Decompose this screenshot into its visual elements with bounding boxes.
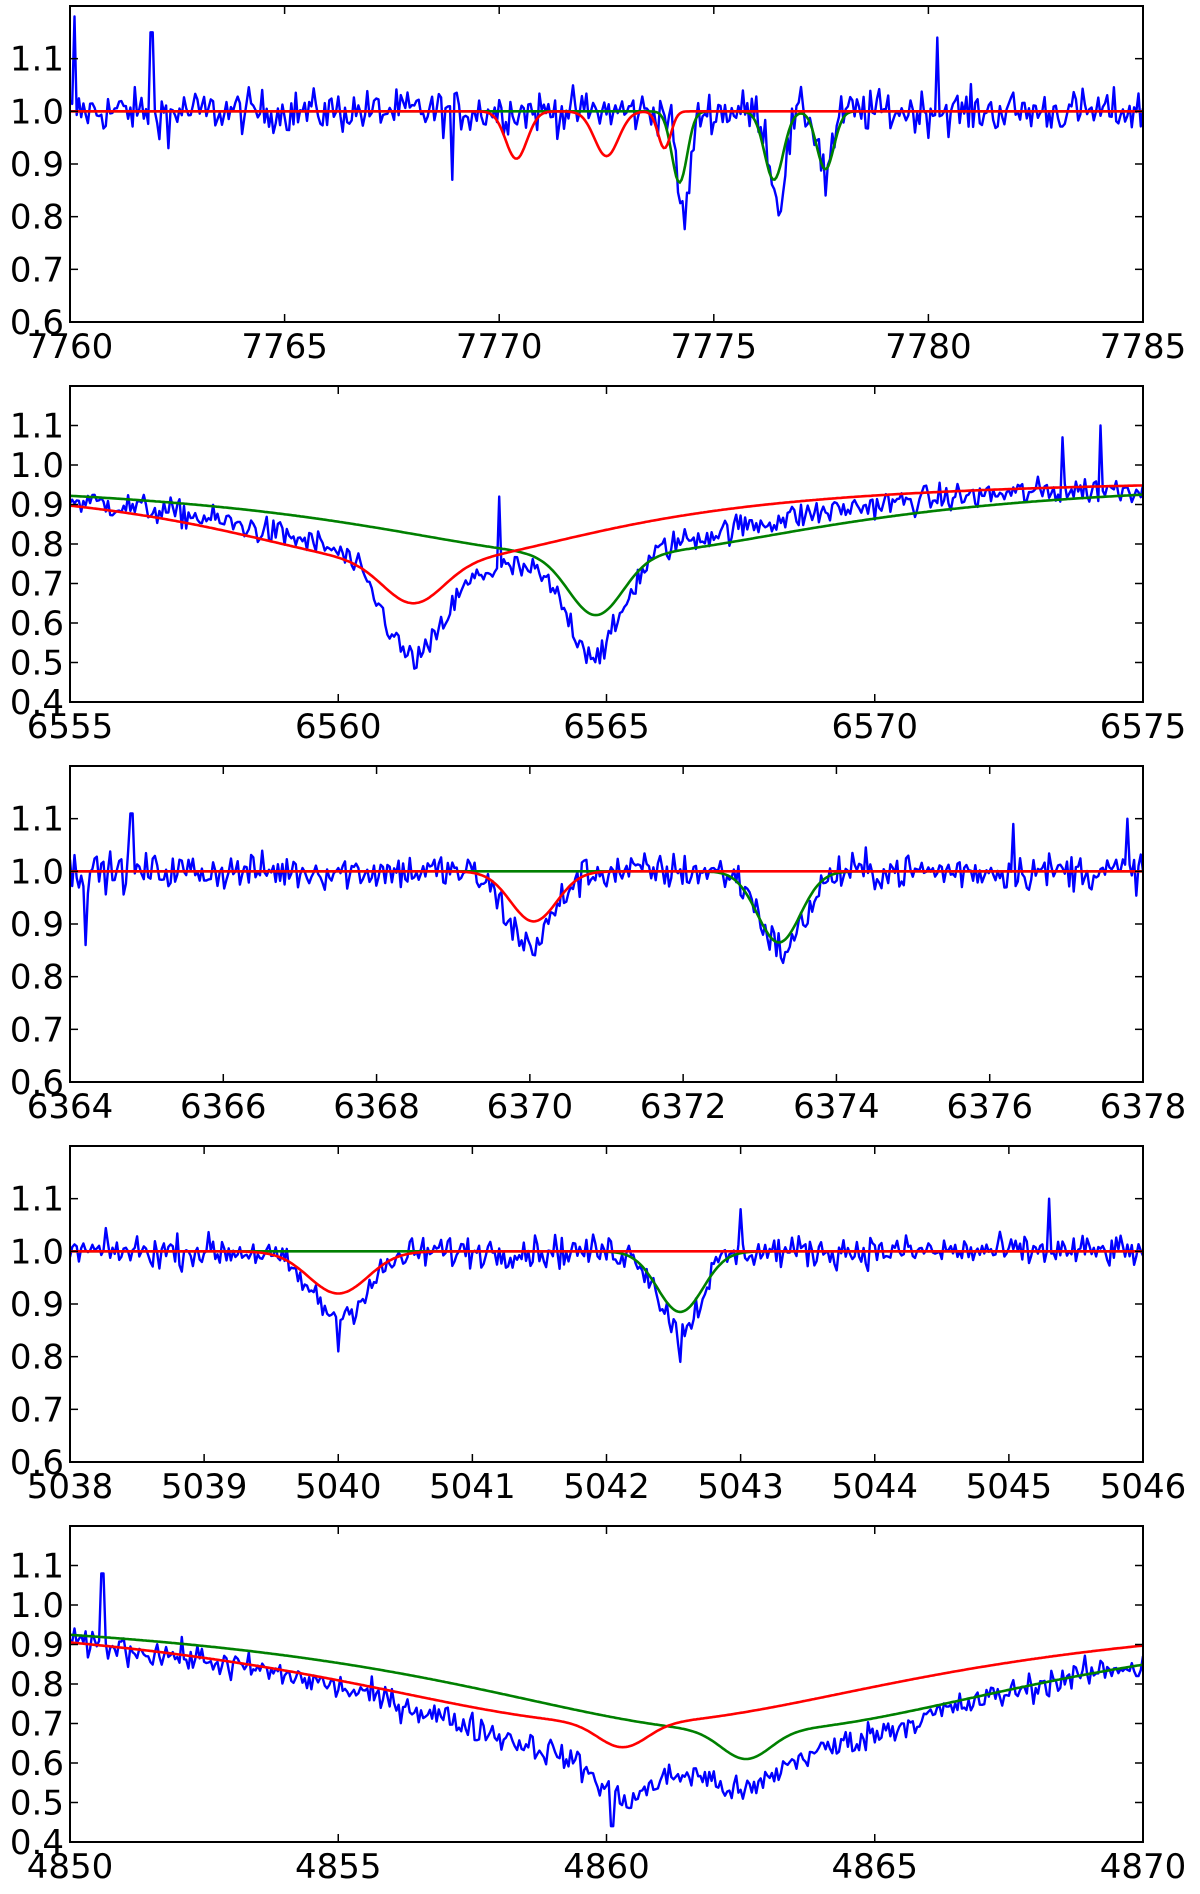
y-tick-label: 0.8	[10, 1665, 64, 1705]
y-tick-label: 1.1	[10, 407, 64, 447]
x-tick-label: 6364	[27, 1087, 114, 1127]
plot-area	[70, 812, 1143, 965]
y-tick-label: 0.8	[10, 198, 64, 238]
y-tick-label: 0.7	[10, 1705, 64, 1745]
model-green-line	[70, 493, 1143, 617]
x-tick-label: 5039	[161, 1467, 248, 1507]
y-tick-label: 0.9	[10, 145, 64, 185]
y-tick-label: 0.7	[10, 250, 64, 290]
x-tick-label: 4870	[1100, 1847, 1187, 1887]
axes-frame	[69, 765, 1144, 1083]
y-tick-label: 1.0	[10, 1232, 64, 1272]
x-tick-label: 6565	[563, 707, 650, 747]
y-tick-label: 0.9	[10, 486, 64, 526]
y-tick-label: 0.5	[10, 644, 64, 684]
x-tick-label: 7775	[671, 327, 758, 367]
y-tick-label: 1.0	[10, 92, 64, 132]
y-tick-label: 0.9	[10, 1626, 64, 1666]
y-tick-label: 1.1	[10, 1547, 64, 1587]
x-tick-label: 5044	[831, 1467, 918, 1507]
y-tick-label: 1.1	[10, 1180, 64, 1220]
x-tick-label: 4855	[295, 1847, 382, 1887]
axes-frame	[69, 1525, 1144, 1843]
y-tick-label: 0.6	[10, 303, 64, 343]
model-red-line	[70, 484, 1143, 605]
model-red-line	[70, 1641, 1143, 1749]
x-tick-label: 7760	[27, 327, 114, 367]
x-tick-label: 7770	[456, 327, 543, 367]
x-tick-label: 5046	[1100, 1467, 1187, 1507]
x-tick-label: 7765	[241, 327, 328, 367]
model-red-line	[70, 1250, 1143, 1295]
y-tick-label: 0.7	[10, 1390, 64, 1430]
x-tick-label: 5043	[697, 1467, 784, 1507]
y-tick-label: 1.1	[10, 40, 64, 80]
x-tick-label: 5041	[429, 1467, 516, 1507]
x-tick-label: 6374	[793, 1087, 880, 1127]
x-tick-label: 6570	[831, 707, 918, 747]
x-tick-label: 6376	[946, 1087, 1033, 1127]
y-tick-label: 1.0	[10, 852, 64, 892]
x-tick-label: 6560	[295, 707, 382, 747]
y-tick-label: 0.6	[10, 1744, 64, 1784]
model-green-line	[70, 1633, 1143, 1761]
x-tick-label: 6555	[27, 707, 114, 747]
y-tick-label: 0.4	[10, 1823, 64, 1863]
model-red-line	[70, 110, 1143, 160]
axes-frame	[69, 385, 1144, 703]
plot-area	[70, 424, 1143, 670]
y-tick-label: 1.0	[10, 446, 64, 486]
y-tick-label: 0.5	[10, 1784, 64, 1824]
spectrum-panel-5: 4850 4855 4860 4865 48700.40.50.60.70.80.91.…	[10, 1525, 1187, 1887]
y-tick-label: 1.0	[10, 1586, 64, 1626]
x-tick-label: 6575	[1100, 707, 1187, 747]
x-tick-label: 5045	[966, 1467, 1053, 1507]
y-tick-label: 0.8	[10, 525, 64, 565]
x-tick-label: 5038	[27, 1467, 114, 1507]
observed-spectrum-line	[70, 15, 1143, 231]
plot-area	[70, 1197, 1143, 1364]
x-tick-label: 7780	[885, 327, 972, 367]
axes-frame	[69, 5, 1144, 323]
observed-spectrum-line	[70, 812, 1143, 965]
spectrum-panel-4: 5038 5039 5040 5041 5042 5043 5044 5045 5046 0.6 0…	[10, 1145, 1187, 1507]
x-tick-label: 7785	[1100, 327, 1187, 367]
y-tick-label: 0.6	[10, 604, 64, 644]
x-tick-label: 5040	[295, 1467, 382, 1507]
plot-area	[70, 1572, 1143, 1828]
y-tick-label: 0.9	[10, 1285, 64, 1325]
observed-spectrum-line	[70, 1197, 1143, 1364]
observed-spectrum-line	[70, 1572, 1143, 1828]
x-tick-label: 4860	[563, 1847, 650, 1887]
axes-frame	[69, 1145, 1144, 1463]
y-tick-label: 0.6	[10, 1063, 64, 1103]
x-tick-label: 6368	[333, 1087, 420, 1127]
y-tick-label: 0.6	[10, 1443, 64, 1483]
x-tick-label: 4850	[27, 1847, 114, 1887]
spectrum-panel-1: 7760 7765 7770 7775 7780 7785 0.6 0.7 0.8 0.9 1.0 1…	[10, 5, 1187, 367]
spectrum-panel-2: 6555 6560 6565 6570 65750.40.50.60.70.80.91.…	[10, 385, 1187, 747]
x-tick-label: 5042	[563, 1467, 650, 1507]
model-red-line	[70, 869, 1143, 923]
x-tick-label: 6378	[1100, 1087, 1187, 1127]
x-tick-label: 6366	[180, 1087, 267, 1127]
observed-spectrum-line	[70, 424, 1143, 670]
spectrum-panel-3: 6364 6366 6368 6370 6372 6374 6376 6378 0.6 0.7 0.…	[10, 765, 1187, 1127]
plot-area	[70, 15, 1143, 231]
y-tick-label: 0.8	[10, 958, 64, 998]
x-tick-label: 4865	[831, 1847, 918, 1887]
y-tick-label: 0.9	[10, 905, 64, 945]
y-tick-label: 1.1	[10, 800, 64, 840]
y-tick-label: 0.4	[10, 683, 64, 723]
y-tick-label: 0.7	[10, 565, 64, 605]
x-tick-label: 6370	[487, 1087, 574, 1127]
y-tick-label: 0.8	[10, 1338, 64, 1378]
x-tick-label: 6372	[640, 1087, 727, 1127]
y-tick-label: 0.7	[10, 1010, 64, 1050]
